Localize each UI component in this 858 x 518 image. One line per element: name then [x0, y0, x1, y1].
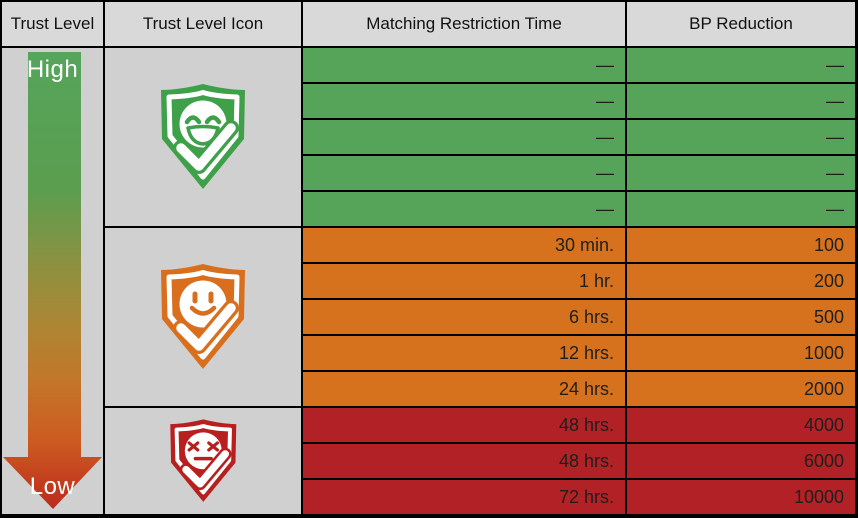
- header-matching-restriction-time: Matching Restriction Time: [303, 2, 625, 46]
- cell-time-low: 72 hrs.: [303, 480, 625, 514]
- checkmark-icon: [176, 303, 236, 351]
- cell-bp-medium: 100: [627, 228, 855, 262]
- cell-bp-medium: 2000: [627, 372, 855, 406]
- icon-cell-high-trust: [105, 48, 301, 226]
- cell-time-medium: 1 hr.: [303, 264, 625, 298]
- cell-time-medium: 6 hrs.: [303, 300, 625, 334]
- cell-bp-low: 10000: [627, 480, 855, 514]
- cell-time-high: —: [303, 156, 625, 190]
- header-bp-reduction: BP Reduction: [627, 2, 855, 46]
- cell-bp-low: 4000: [627, 408, 855, 442]
- cell-bp-medium: 500: [627, 300, 855, 334]
- cell-time-high: —: [303, 192, 625, 226]
- red-shield-frustrated-face-icon: [170, 419, 236, 502]
- cell-bp-high: —: [627, 120, 855, 154]
- header-trust-level-icon: Trust Level Icon: [105, 2, 301, 46]
- checkmark-icon: [181, 450, 229, 488]
- cell-time-high: —: [303, 84, 625, 118]
- cell-time-medium: 24 hrs.: [303, 372, 625, 406]
- cell-time-low: 48 hrs.: [303, 408, 625, 442]
- cell-bp-high: —: [627, 84, 855, 118]
- green-shield-laughing-face-icon: [161, 84, 245, 189]
- header-trust-level: Trust Level: [2, 2, 103, 46]
- cell-bp-high: —: [627, 192, 855, 226]
- trust-gradient-arrow-icon: [3, 52, 102, 509]
- cell-time-low: 48 hrs.: [303, 444, 625, 478]
- cell-bp-medium: 200: [627, 264, 855, 298]
- cell-bp-low: 6000: [627, 444, 855, 478]
- icon-cell-low-trust: [105, 408, 301, 514]
- cell-bp-medium: 1000: [627, 336, 855, 370]
- trust-level-gradient-arrow-cell: High Low: [2, 48, 103, 514]
- cell-time-high: —: [303, 120, 625, 154]
- icon-cell-medium-trust: [105, 228, 301, 406]
- trust-high-label: High: [26, 56, 79, 83]
- cell-time-medium: 12 hrs.: [303, 336, 625, 370]
- cell-bp-high: —: [627, 48, 855, 82]
- checkmark-icon: [176, 123, 236, 171]
- cell-time-medium: 30 min.: [303, 228, 625, 262]
- trust-low-label: Low: [29, 473, 76, 500]
- orange-shield-smiling-face-icon: [161, 264, 245, 369]
- cell-bp-high: —: [627, 156, 855, 190]
- cell-time-high: —: [303, 48, 625, 82]
